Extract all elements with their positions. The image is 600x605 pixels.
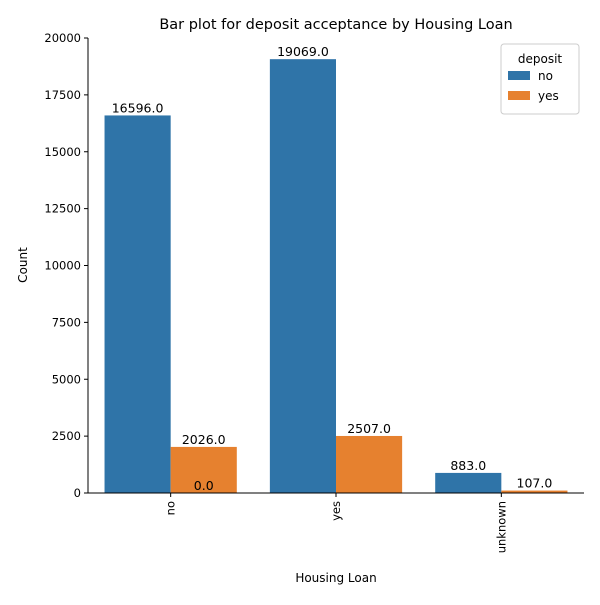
legend: deposit no yes xyxy=(500,43,580,115)
y-tick-label: 12500 xyxy=(44,202,81,216)
y-tick-label: 5000 xyxy=(52,372,81,386)
data-label: 883.0 xyxy=(450,458,486,473)
chart-title: Bar plot for deposit acceptance by Housi… xyxy=(159,17,512,33)
legend-swatch-no xyxy=(508,71,530,80)
data-label: 2026.0 xyxy=(182,432,226,447)
legend-label-no: no xyxy=(538,69,553,83)
bar-yes-unknown xyxy=(501,490,568,493)
y-tick-label: 2500 xyxy=(52,429,81,443)
bar-no-yes xyxy=(269,59,336,494)
data-label: 107.0 xyxy=(517,476,553,491)
data-label-zero: 0.0 xyxy=(194,478,214,493)
bar-no-unknown xyxy=(435,472,502,493)
x-axis-label: Housing Loan xyxy=(295,571,376,585)
y-tick-label: 20000 xyxy=(44,31,81,45)
x-tick-label: no xyxy=(164,501,178,515)
y-axis-label: Count xyxy=(16,247,30,283)
y-tick-label: 0 xyxy=(74,486,81,500)
y-tick-label: 17500 xyxy=(44,88,81,102)
bar-yes-yes xyxy=(336,435,403,493)
data-label: 16596.0 xyxy=(112,100,164,115)
legend-swatch-yes xyxy=(508,91,530,100)
y-tick-label: 15000 xyxy=(44,145,81,159)
legend-title: deposit xyxy=(518,52,563,66)
data-label: 19069.0 xyxy=(277,44,329,59)
data-label: 2507.0 xyxy=(347,421,391,436)
bar-yes-no xyxy=(170,446,237,493)
y-tick-label: 7500 xyxy=(52,315,81,329)
x-tick-label: unknown xyxy=(494,501,508,553)
y-tick-label: 10000 xyxy=(44,259,81,273)
x-tick-label: yes xyxy=(329,501,343,521)
plot-area: 16596.0 19069.0 883.0 2026.0 2507.0 107.0 0.0 0… xyxy=(44,31,584,553)
legend-label-yes: yes xyxy=(538,89,559,103)
bar-no-no xyxy=(104,115,171,493)
